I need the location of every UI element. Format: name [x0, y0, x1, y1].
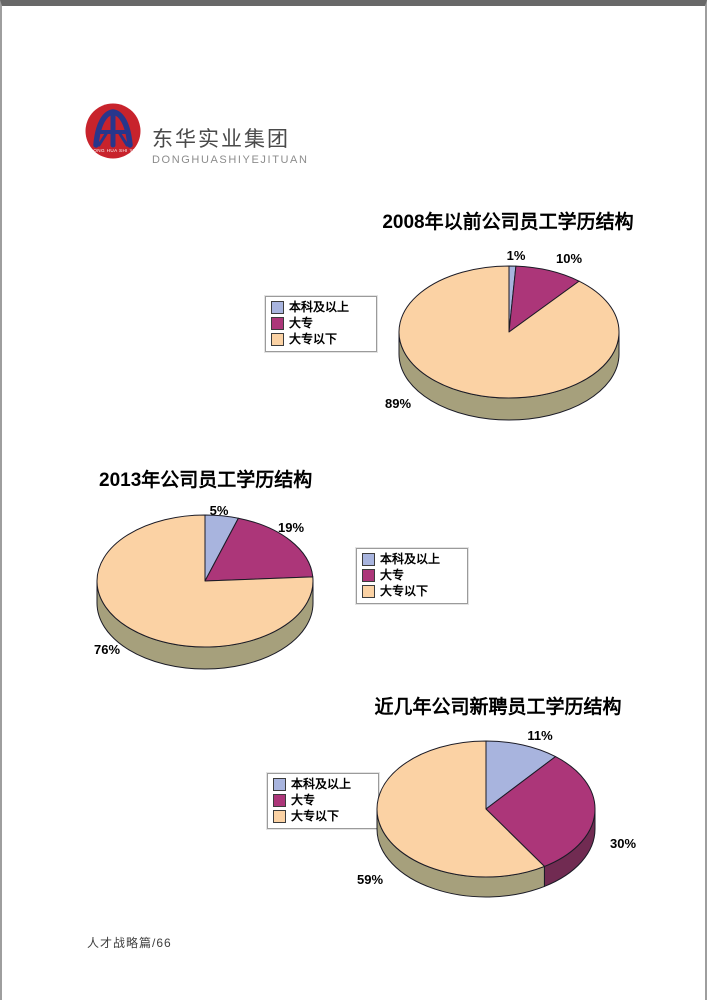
- pie-percent-label: 76%: [94, 642, 120, 657]
- legend-label: 本科及以上: [289, 300, 350, 314]
- logo-badge-text: DONG HUA SHI YE: [90, 148, 137, 153]
- company-logo: DONG HUA SHI YE 东华实业集团 DONGHUASHIYEJITUA…: [84, 102, 309, 166]
- pie-slice: [204, 517, 314, 582]
- legend-item: 大专以下: [362, 584, 462, 599]
- pie-chart-2013: 5% 19% 76%: [94, 503, 314, 670]
- legend-item: 大专: [273, 793, 373, 808]
- legend-item: 大专: [362, 568, 462, 583]
- legend-item: 大专: [271, 316, 371, 331]
- legend-chart-2008: 本科及以上 大专 大专以下: [264, 295, 378, 353]
- legend-swatch-bachelor: [362, 553, 375, 567]
- legend-swatch-bachelor: [273, 778, 286, 792]
- pie-percent-label: 30%: [610, 836, 636, 851]
- pie-slice: [398, 265, 620, 399]
- legend-label: 本科及以上: [291, 777, 352, 791]
- legend-swatch-bachelor: [271, 301, 284, 315]
- pie-percent-label: 19%: [278, 520, 304, 535]
- legend-chart-2013: 本科及以上 大专 大专以下: [355, 547, 469, 605]
- company-name-en: DONGHUASHIYEJITUAN: [152, 154, 309, 167]
- pie-percent-label: 10%: [556, 251, 582, 266]
- legend-item: 大专以下: [273, 809, 373, 824]
- legend-swatch-college: [271, 317, 284, 331]
- legend-label: 大专以下: [291, 809, 340, 824]
- pie-chart-2008: 1% 10% 89%: [385, 248, 620, 421]
- logo-names: 东华实业集团 DONGHUASHIYEJITUAN: [152, 128, 309, 166]
- pie-percent-label: 1%: [507, 248, 526, 263]
- legend-label: 大专: [380, 568, 405, 583]
- chart-title-2013: 2013年公司员工学历结构: [99, 470, 313, 491]
- pie-percent-label: 89%: [385, 396, 411, 411]
- legend-label: 大专以下: [380, 584, 429, 599]
- legend-swatch-college: [273, 794, 286, 808]
- chart-title-2008: 2008年以前公司员工学历结构: [382, 212, 634, 233]
- legend-item: 本科及以上: [273, 777, 373, 792]
- legend-item: 本科及以上: [271, 300, 371, 315]
- pie-slice: [485, 756, 596, 867]
- page-footer: 人才战略篇/66: [87, 936, 172, 950]
- logo-glyph: [93, 109, 133, 148]
- legend-swatch-below: [362, 585, 375, 599]
- legend-label: 大专: [291, 793, 316, 808]
- pie-chart-recent: 11% 30% 59%: [357, 728, 636, 898]
- legend-item: 大专以下: [271, 332, 371, 347]
- pie-percent-label: 11%: [527, 728, 553, 743]
- legend-label: 大专以下: [289, 332, 338, 347]
- chart-title-recent: 近几年公司新聘员工学历结构: [374, 697, 622, 718]
- legend-label: 大专: [289, 316, 314, 331]
- legend-swatch-below: [271, 333, 284, 347]
- legend-item: 本科及以上: [362, 552, 462, 567]
- pie-slice: [485, 740, 556, 810]
- pie-percent-label: 59%: [357, 872, 383, 887]
- legend-chart-recent: 本科及以上 大专 大专以下: [266, 772, 380, 830]
- company-name-cn: 东华实业集团: [152, 128, 290, 151]
- legend-swatch-below: [273, 810, 286, 824]
- legend-swatch-college: [362, 569, 375, 583]
- legend-label: 本科及以上: [380, 552, 441, 566]
- pie-slice: [376, 740, 545, 878]
- logo-badge: DONG HUA SHI YE: [85, 103, 141, 159]
- pie-slice: [96, 514, 314, 648]
- pie-percent-label: 5%: [210, 503, 229, 518]
